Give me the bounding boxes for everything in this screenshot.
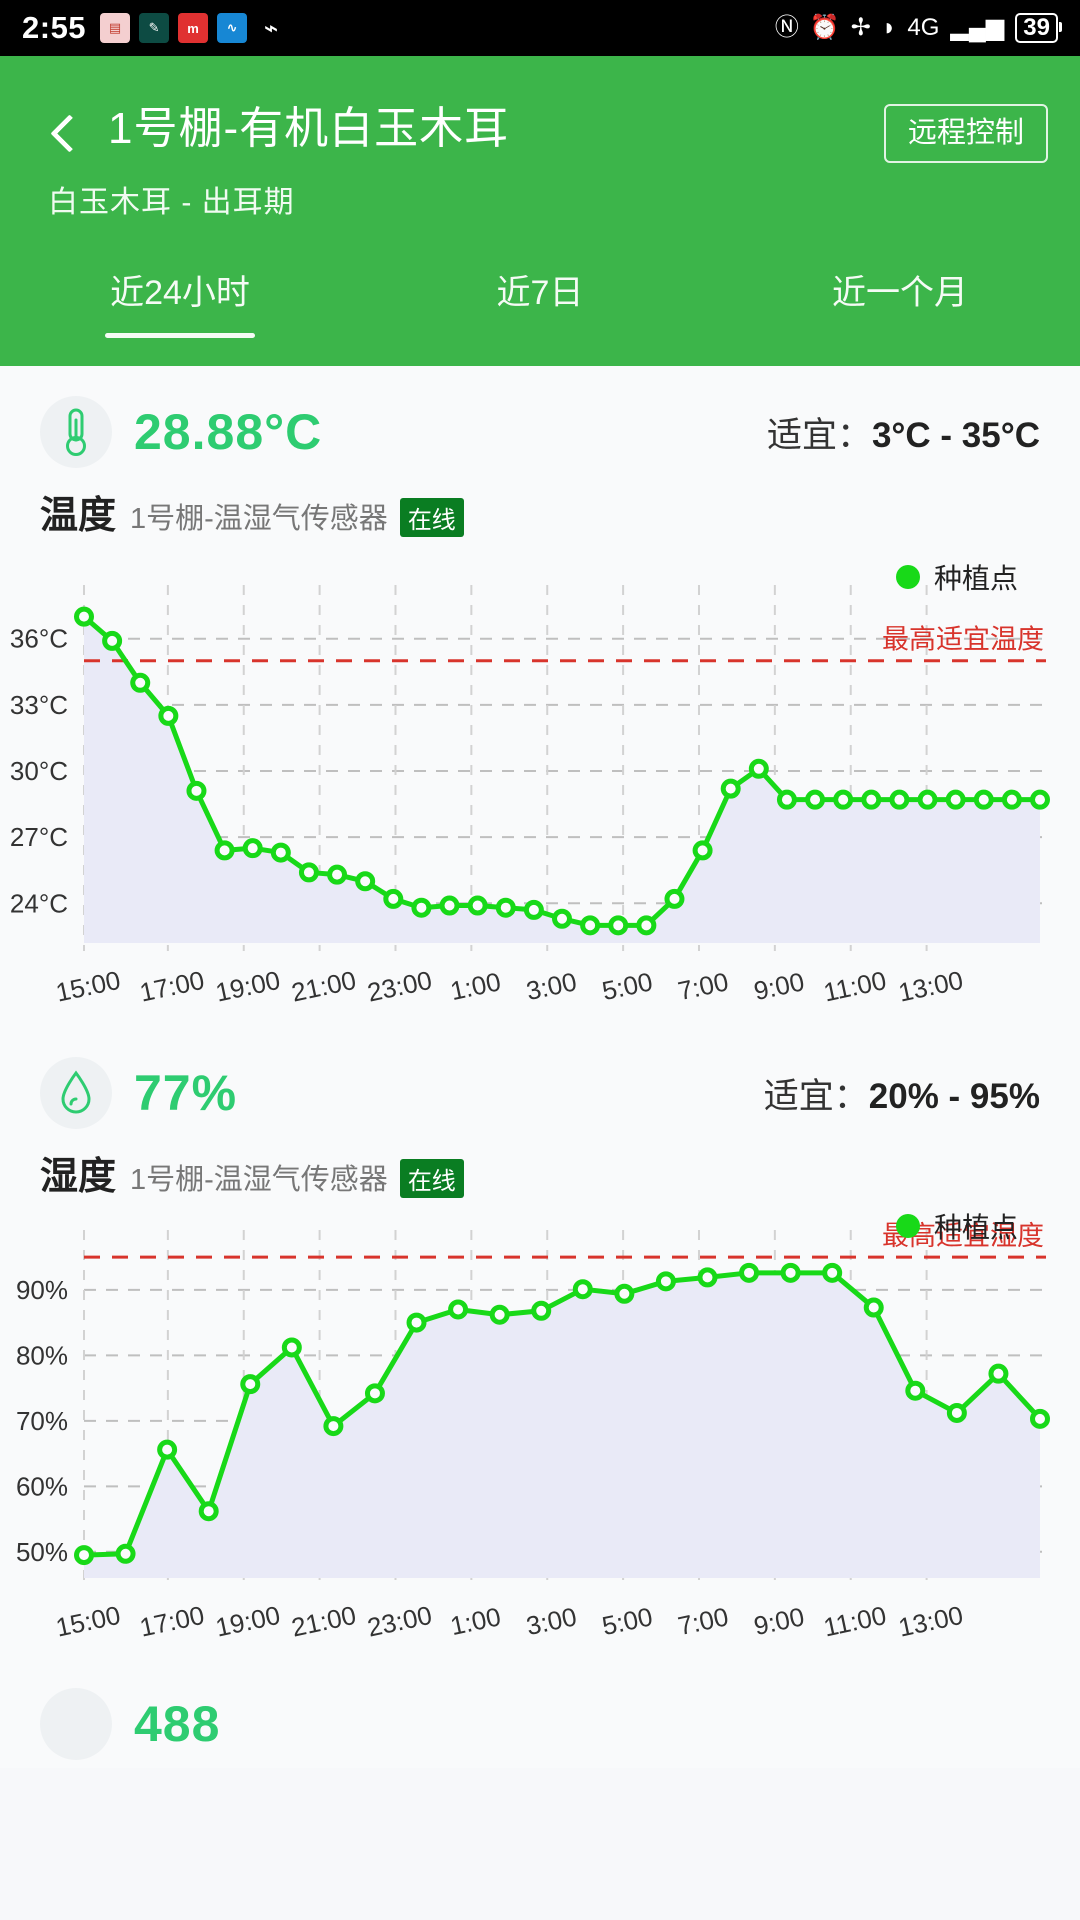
svg-text:70%: 70% (16, 1406, 68, 1436)
svg-text:30°C: 30°C (10, 756, 68, 786)
svg-text:3:00: 3:00 (523, 1601, 579, 1641)
svg-text:21:00: 21:00 (289, 965, 359, 1008)
humidity-range: 适宜：20% - 95% (764, 1068, 1040, 1119)
temperature-legend-label: 种植点 (933, 563, 1018, 594)
svg-text:33°C: 33°C (10, 690, 68, 720)
remote-control-button[interactable]: 远程控制 (883, 104, 1048, 163)
thermometer-icon (40, 396, 112, 468)
svg-text:19:00: 19:00 (213, 965, 283, 1008)
tab-last-month[interactable]: 近一个月 (832, 274, 968, 312)
page-subtitle: 白玉木耳 - 出耳期 (48, 186, 295, 219)
svg-text:23:00: 23:00 (365, 1600, 435, 1643)
next-card-value: 488 (134, 1696, 221, 1752)
back-icon[interactable] (44, 114, 84, 154)
legend-dot-icon (895, 565, 920, 589)
temperature-status-badge: 在线 (399, 498, 464, 537)
svg-text:5:00: 5:00 (599, 966, 655, 1006)
svg-text:1:00: 1:00 (448, 1601, 504, 1641)
alarm-icon: ⏰ (809, 14, 840, 41)
humidity-drop-icon (40, 1057, 112, 1129)
temperature-device-name: 1号棚-温湿气传感器 (130, 503, 388, 535)
svg-text:15:00: 15:00 (53, 965, 123, 1008)
humidity-value: 77% (134, 1065, 238, 1121)
humidity-status-badge: 在线 (399, 1159, 464, 1198)
temperature-card-header: 28.88°C 适宜：3°C - 35°C (0, 396, 1080, 468)
humidity-chart-legend: 种植点 (895, 1206, 1018, 1246)
svg-text:7:00: 7:00 (675, 1601, 731, 1641)
page-title: 1号棚-有机白玉木耳 (108, 104, 510, 153)
svg-text:80%: 80% (16, 1340, 68, 1370)
humidity-legend-label: 种植点 (933, 1212, 1018, 1243)
next-card-partial: 488 (0, 1668, 1080, 1768)
network-type-label: 4G (907, 14, 940, 41)
battery-indicator: 39 (1015, 13, 1062, 43)
humidity-range-value: 20% - 95% (868, 1076, 1040, 1116)
svg-text:23:00: 23:00 (365, 965, 435, 1008)
status-system-icons: Ⓝ ⏰ ✢ ◗ 4G ▂▄▆ 39 (774, 13, 1062, 43)
app-icon-teal: ✎ (139, 13, 170, 43)
svg-text:7:00: 7:00 (675, 966, 731, 1006)
co2-icon (40, 1688, 112, 1760)
nfc-icon: Ⓝ (774, 14, 799, 41)
svg-text:9:00: 9:00 (751, 966, 807, 1006)
temperature-chart-wrap: 种植点 24°C 27°C 30°C 33°C 36°C 15:00 17:00 19:00 2… (0, 539, 1080, 1019)
signal-icon: ▂▄▆ (950, 14, 1005, 41)
wifi-icon: ◗ (881, 14, 897, 41)
svg-text:13:00: 13:00 (896, 1600, 966, 1643)
humidity-card: 77% 适宜：20% - 95% 湿度 1号棚-温湿气传感器 在线 种植点 50… (0, 1027, 1080, 1668)
humidity-chart[interactable]: 50% 60% 70% 80% 90% 15:00 17:00 19:00 21:00 23:00… (0, 1200, 1080, 1660)
svg-text:60%: 60% (16, 1471, 68, 1501)
svg-text:17:00: 17:00 (137, 965, 207, 1008)
svg-text:11:00: 11:00 (821, 1600, 889, 1642)
page-header: 1号棚-有机白玉木耳 远程控制 白玉木耳 - 出耳期 近24小时 近7日 近一个… (0, 56, 1080, 366)
app-icon-red-light: ▤ (100, 13, 131, 43)
humidity-device-name: 1号棚-温湿气传感器 (130, 1164, 388, 1196)
svg-text:36°C: 36°C (10, 624, 68, 654)
period-tabs: 近24小时 近7日 近一个月 (0, 221, 1080, 332)
svg-text:1:00: 1:00 (448, 966, 504, 1006)
temperature-range-value: 3°C - 35°C (871, 415, 1040, 455)
bluetooth-icon: ✢ (850, 14, 871, 41)
svg-text:3:00: 3:00 (523, 966, 579, 1006)
app-icon-red: m (178, 13, 209, 43)
status-bar: 2:55 ▤ ✎ m ∿ ⌁ Ⓝ ⏰ ✢ ◗ 4G ▂▄▆ 39 (0, 0, 1080, 56)
svg-text:24°C: 24°C (10, 888, 68, 918)
humidity-chart-wrap: 种植点 50% 60% 70% 80% 90% 15:00 17:00 19:00 21:00 2… (0, 1200, 1080, 1660)
next-card-header: 488 (0, 1688, 1080, 1760)
svg-text:15:00: 15:00 (53, 1600, 123, 1643)
status-time: 2:55 (22, 10, 87, 45)
tab-last-24-hours[interactable]: 近24小时 (0, 265, 360, 332)
humidity-card-header: 77% 适宜：20% - 95% (0, 1057, 1080, 1129)
app-icon-blue: ∿ (217, 13, 248, 43)
svg-text:11:00: 11:00 (821, 965, 889, 1007)
temperature-card-subheader: 温度 1号棚-温湿气传感器 在线 (0, 468, 1080, 539)
legend-dot-icon (895, 1214, 920, 1238)
svg-text:13:00: 13:00 (896, 965, 966, 1008)
svg-text:19:00: 19:00 (213, 1600, 283, 1643)
humidity-metric-name: 湿度 (40, 1156, 117, 1198)
temperature-card: 28.88°C 适宜：3°C - 35°C 温度 1号棚-温湿气传感器 在线 种… (0, 366, 1080, 1027)
svg-text:21:00: 21:00 (289, 1600, 359, 1643)
temperature-chart[interactable]: 24°C 27°C 30°C 33°C 36°C 15:00 17:00 19:00 21:00… (0, 539, 1080, 1019)
humidity-card-subheader: 湿度 1号棚-温湿气传感器 在线 (0, 1129, 1080, 1200)
svg-text:最高适宜温度: 最高适宜温度 (882, 625, 1044, 655)
temperature-range-label: 适宜： (766, 415, 872, 455)
tab-last-7-days[interactable]: 近7日 (496, 274, 584, 312)
humidity-range-label: 适宜： (763, 1076, 869, 1116)
temperature-metric-name: 温度 (40, 495, 117, 537)
svg-text:5:00: 5:00 (599, 1601, 655, 1641)
svg-text:90%: 90% (16, 1275, 68, 1305)
header-top-row: 1号棚-有机白玉木耳 远程控制 (0, 56, 1080, 163)
temperature-chart-legend: 种植点 (895, 557, 1018, 597)
status-app-icons: ▤ ✎ m ∿ ⌁ (100, 13, 286, 43)
svg-text:27°C: 27°C (10, 822, 68, 852)
app-icon-plain: ⌁ (263, 14, 279, 42)
temperature-range: 适宜：3°C - 35°C (767, 407, 1040, 458)
temperature-value: 28.88°C (134, 404, 323, 460)
svg-text:17:00: 17:00 (137, 1600, 207, 1643)
svg-text:9:00: 9:00 (751, 1601, 807, 1641)
svg-text:50%: 50% (16, 1537, 68, 1567)
